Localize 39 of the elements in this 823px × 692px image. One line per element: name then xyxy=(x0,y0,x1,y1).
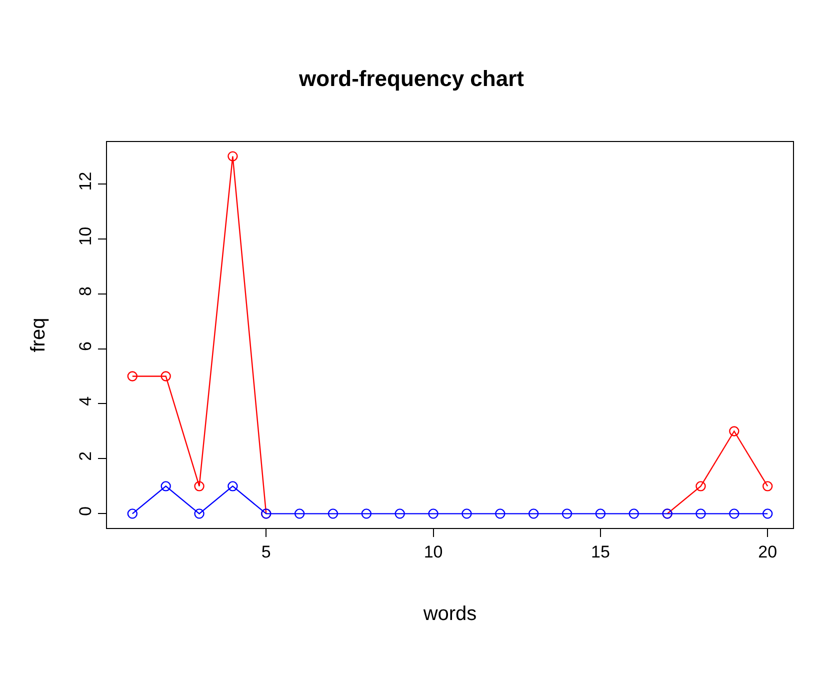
point xyxy=(762,508,773,519)
point xyxy=(595,508,606,519)
x-axis-title: words xyxy=(422,602,477,625)
point xyxy=(294,508,305,519)
chart-title: word-frequency chart xyxy=(298,66,525,91)
point xyxy=(127,508,138,519)
point xyxy=(160,371,171,382)
y-tick-label: 6 xyxy=(76,341,96,351)
point xyxy=(495,508,506,519)
y-tick-label: 10 xyxy=(76,226,96,246)
point xyxy=(462,508,472,519)
y-tick-label: 2 xyxy=(76,451,96,461)
y-tick-label: 8 xyxy=(76,286,96,296)
point xyxy=(428,508,438,519)
point xyxy=(394,508,405,519)
point xyxy=(127,371,138,382)
x-tick-label: 15 xyxy=(590,542,610,562)
y-tick-label: 4 xyxy=(76,396,96,406)
point xyxy=(528,508,539,519)
point xyxy=(194,481,204,492)
point xyxy=(696,508,706,519)
point xyxy=(194,508,204,519)
point xyxy=(729,508,740,519)
point xyxy=(628,508,639,519)
point xyxy=(729,426,740,436)
y-tick-label: 0 xyxy=(76,506,96,516)
point xyxy=(361,508,372,519)
point xyxy=(762,481,773,492)
point xyxy=(696,481,706,492)
y-tick-label: 12 xyxy=(76,172,96,191)
x-tick-label: 5 xyxy=(261,542,271,562)
point xyxy=(562,508,572,519)
point xyxy=(160,481,171,492)
x-tick-label: 20 xyxy=(758,542,778,562)
y-axis-title: freq xyxy=(28,318,50,352)
point xyxy=(328,508,338,519)
x-tick-label: 10 xyxy=(424,542,443,562)
point xyxy=(228,151,238,162)
point xyxy=(228,481,238,492)
